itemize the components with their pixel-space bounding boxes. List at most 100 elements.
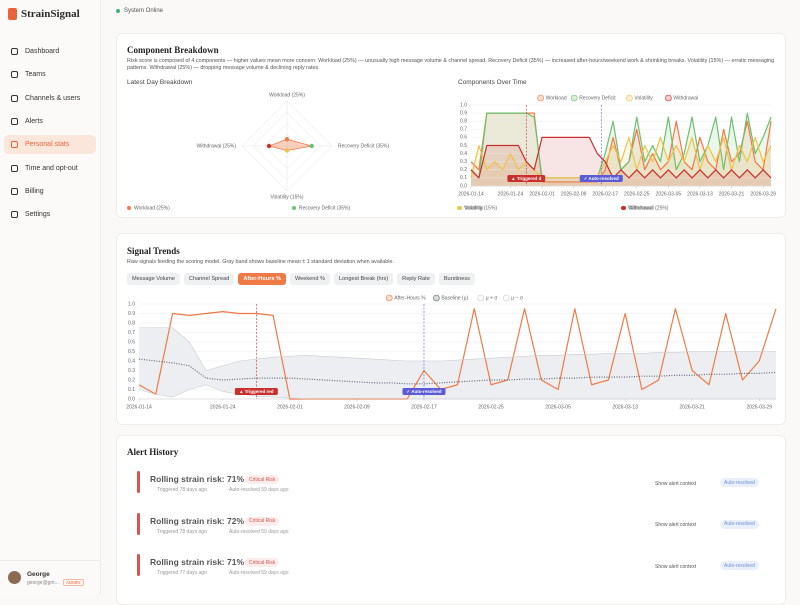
y-tick-label: 0.5 — [460, 143, 467, 149]
role-badge: ADMIN — [63, 579, 84, 586]
context-button[interactable]: Show alert context — [655, 522, 697, 528]
nav-icon — [11, 211, 18, 219]
nav-item[interactable]: Channels & users — [4, 89, 96, 108]
y-tick-label: 0.6 — [128, 339, 135, 345]
y-tick-label: 0.1 — [128, 387, 135, 393]
legend-swatch — [433, 294, 440, 302]
context-button[interactable]: Show alert context — [655, 563, 697, 570]
legend-label: Workload (25%) — [134, 205, 170, 211]
radar-label: Recovery Deficit (35%) — [338, 143, 389, 149]
legend-label: μ + σ — [486, 295, 499, 301]
legend-swatch — [665, 94, 672, 102]
alert-item: Rolling strain risk: 72% Critical Risk Tri… — [137, 512, 777, 541]
card-description: Risk score is composed of 4 components —… — [127, 58, 775, 72]
annotation-badge — [507, 175, 546, 182]
radar-point — [266, 143, 272, 149]
radar-area — [267, 138, 312, 151]
annotation-label: ▲ Triggered red — [239, 389, 274, 394]
y-tick-label: 1.0 — [460, 102, 467, 108]
y-tick-label: 0.2 — [128, 377, 135, 383]
section-title: Components Over Time — [458, 79, 527, 86]
y-tick-label: 0.5 — [128, 349, 135, 355]
nav-item[interactable]: Billing — [4, 182, 96, 201]
nav-label: Channels & users — [25, 94, 81, 102]
nav-label: Billing — [25, 187, 44, 195]
nav-item[interactable]: Settings — [4, 205, 96, 224]
x-tick-label: 2026-02-25 — [624, 191, 650, 197]
context-button[interactable]: Show alert context — [655, 480, 697, 487]
nav-item[interactable]: Time and opt-out — [4, 159, 96, 178]
legend-swatch — [458, 206, 462, 210]
y-tick-label: 0.2 — [460, 167, 467, 173]
x-tick-label: 2026-02-17 — [411, 404, 437, 410]
sidebar: StrainSignal Dashboard Teams Channels & us… — [0, 0, 101, 595]
area — [139, 327, 776, 399]
user[interactable]: George george@gm... ADMIN — [0, 560, 100, 595]
nav-item[interactable]: Alerts — [4, 112, 96, 131]
legend-label: Withdrawal — [673, 95, 698, 101]
status: System Online — [116, 8, 163, 14]
x-tick-label: 2026-02-25 — [478, 404, 504, 410]
x-tick-label: 2026-03-05 — [656, 191, 682, 197]
nav-item[interactable]: Teams — [4, 65, 96, 84]
y-tick-label: 0.4 — [460, 151, 467, 157]
legend-label: μ − σ — [511, 295, 524, 301]
tab[interactable]: Weekend % — [289, 273, 331, 285]
nav-label: Teams — [25, 71, 46, 79]
nav-label: Personal stats — [25, 141, 70, 149]
legend-swatch — [537, 94, 544, 102]
legend-label: Recovery Deficit — [579, 95, 616, 101]
annotation-label: ✓ Auto-resolved — [584, 176, 619, 181]
resolved: Auto-resolved 59 days ago — [229, 528, 289, 535]
y-tick-label: 0.0 — [460, 183, 467, 189]
series-line — [470, 136, 772, 179]
y-tick-label: 0.1 — [460, 175, 467, 181]
tab[interactable]: After-Hours % — [238, 273, 286, 285]
y-tick-label: 0.4 — [128, 358, 135, 364]
legend-swatch — [477, 294, 485, 302]
y-tick-label: 0.9 — [128, 311, 135, 317]
legend-label: Workload — [546, 95, 567, 101]
tabs: Message Volume Channel Spread After-Hours … — [127, 273, 475, 285]
resolved-badge: Auto-resolved — [720, 478, 759, 487]
x-tick-label: 2026-02-01 — [277, 404, 303, 410]
nav-item[interactable]: Personal stats — [4, 135, 96, 155]
tab[interactable]: Burstiness — [438, 273, 475, 285]
nav-label: Dashboard — [25, 48, 60, 55]
area — [471, 113, 771, 186]
tab[interactable]: Channel Spread — [183, 273, 235, 285]
nav-icon — [11, 48, 18, 55]
user-email: george@gm... — [27, 580, 59, 586]
area — [139, 384, 776, 399]
x-tick-label: 2026-03-13 — [612, 404, 638, 410]
tab[interactable]: Reply Rate — [397, 273, 435, 285]
annotation-label: ✓ Auto-resolved — [406, 389, 441, 394]
series-line — [139, 327, 776, 371]
card-title: Alert History — [127, 447, 179, 457]
legend-swatch — [127, 206, 131, 210]
radar-label: Workload (25%) — [269, 92, 305, 98]
tab[interactable]: Message Volume — [127, 273, 180, 285]
legend-label: After-Hours % — [394, 295, 426, 301]
legend-swatch — [626, 94, 633, 102]
tab[interactable]: Longest Break (hrs) — [334, 273, 394, 285]
resolved-badge: Auto-resolved — [720, 519, 759, 529]
legend-swatch — [385, 294, 393, 302]
nav-icon — [11, 117, 18, 125]
nav-icon — [11, 164, 18, 172]
logo[interactable]: StrainSignal — [8, 8, 80, 20]
area — [471, 113, 771, 186]
legend-label: Recovery Deficit (35%) — [299, 205, 350, 211]
radar-label: Withdrawal (25%) — [197, 143, 237, 149]
y-tick-label: 0.8 — [460, 119, 467, 125]
radar-point — [284, 148, 290, 153]
y-tick-label: 0.7 — [128, 330, 135, 336]
y-tick-label: 0.3 — [128, 368, 135, 374]
nav-item[interactable]: Dashboard — [4, 42, 96, 61]
x-tick-label: 2026-03-21 — [719, 191, 745, 197]
nav-icon — [11, 187, 18, 195]
nav-icon — [11, 141, 18, 149]
legend-label: Baseline (μ) — [441, 295, 468, 301]
y-tick-label: 0.7 — [460, 127, 467, 133]
status-text: System Online — [124, 8, 164, 14]
